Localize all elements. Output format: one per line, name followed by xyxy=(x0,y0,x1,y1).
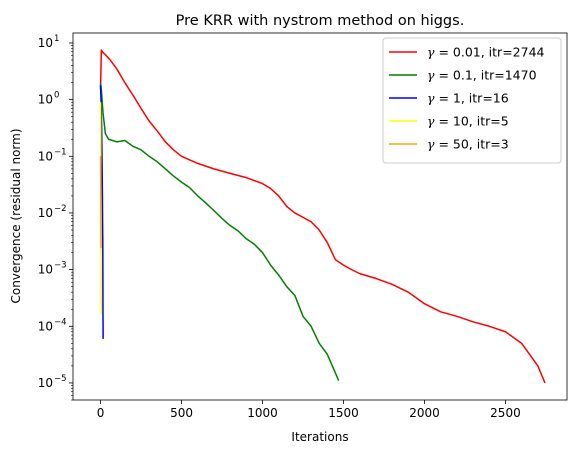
y-tick-label: 10 xyxy=(38,36,53,50)
y-axis-title: Convergence (residual norm) xyxy=(9,128,23,303)
x-axis: 0 500 1000 1500 2000 2500 xyxy=(97,400,521,420)
y-tick-exponent: −3 xyxy=(54,261,67,271)
y-tick-exponent: −4 xyxy=(54,317,67,327)
x-tick-label: 2000 xyxy=(409,406,440,420)
y-tick-label: 10 xyxy=(38,149,53,163)
x-tick-label: 2500 xyxy=(490,406,521,420)
y-tick-exponent: −5 xyxy=(54,374,67,384)
y-tick-label: 10 xyxy=(38,263,53,277)
legend-box xyxy=(382,37,562,164)
legend-label: γ = 1, itr=16 xyxy=(427,91,509,106)
x-tick-label: 1500 xyxy=(328,406,359,420)
legend-label: γ = 50, itr=3 xyxy=(427,137,509,152)
x-tick-label: 500 xyxy=(170,406,193,420)
x-tick-label: 1000 xyxy=(247,406,278,420)
series-line-1 xyxy=(99,82,340,381)
y-tick-label: 10 xyxy=(38,93,53,107)
y-tick-exponent: 1 xyxy=(54,34,59,44)
plot-frame xyxy=(72,32,568,401)
series-line-0 xyxy=(99,49,546,384)
y-tick-label: 10 xyxy=(38,319,53,333)
x-tick-label: 0 xyxy=(97,406,105,420)
y-tick-label: 10 xyxy=(38,206,53,220)
legend: γ = 0.01, itr=2744 γ = 0.1, itr=1470 γ = 1… xyxy=(382,37,562,164)
legend-label: γ = 0.1, itr=1470 xyxy=(427,68,537,83)
legend-label: γ = 10, itr=5 xyxy=(427,114,509,129)
chart-title: Pre KRR with nystrom method on higgs. xyxy=(176,13,465,29)
y-tick-label: 10 xyxy=(38,376,53,390)
x-axis-title: Iterations xyxy=(291,430,348,444)
y-tick-exponent: 0 xyxy=(54,91,59,101)
y-tick-exponent: −1 xyxy=(54,147,67,157)
y-tick-exponent: −2 xyxy=(54,204,67,214)
legend-label: γ = 0.01, itr=2744 xyxy=(427,45,545,60)
series-layer xyxy=(99,49,546,384)
